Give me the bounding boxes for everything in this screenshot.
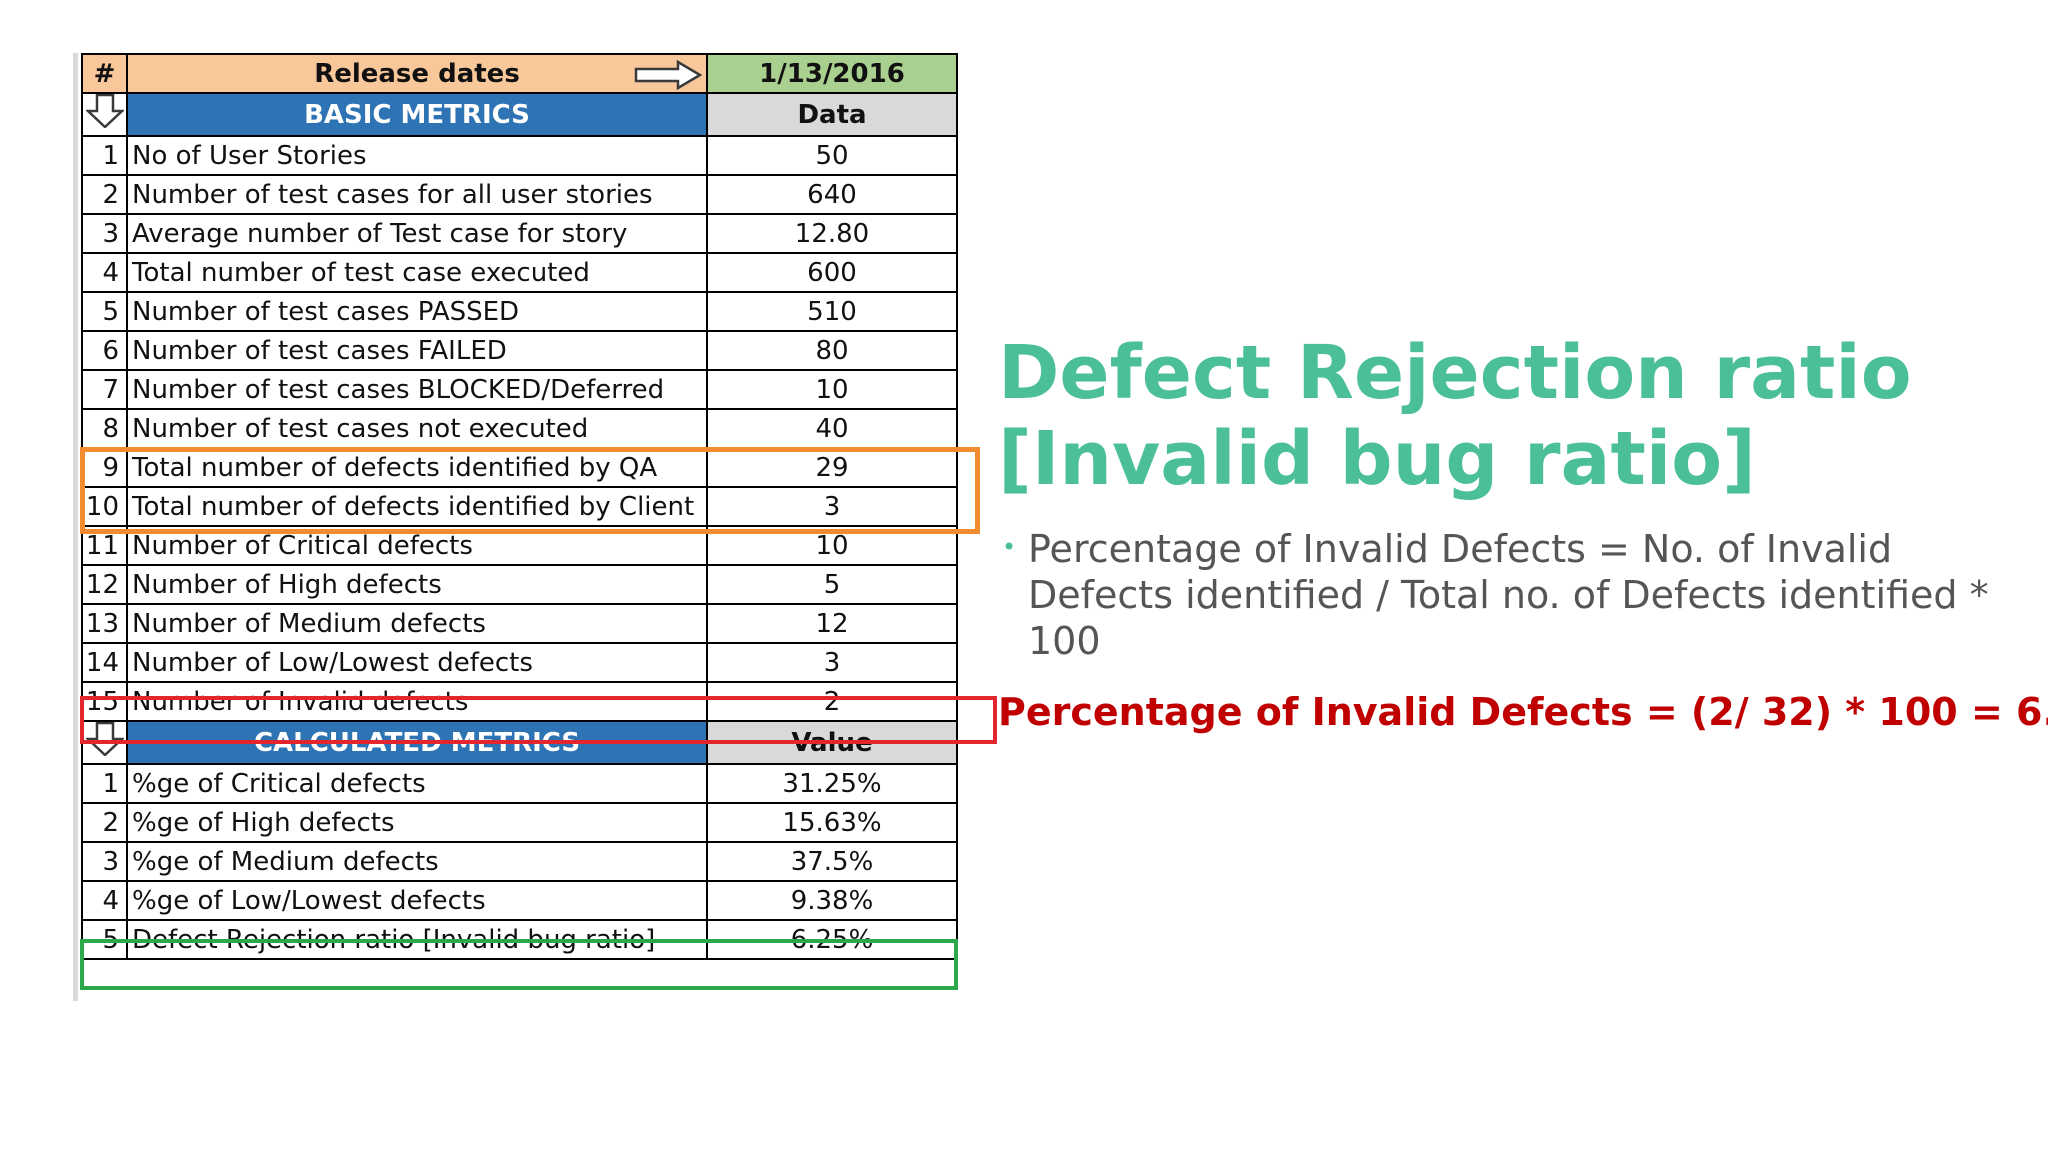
metric-value: 510 <box>706 291 958 332</box>
data-column-header: Data <box>706 92 958 137</box>
metric-value: 31.25% <box>706 763 958 804</box>
metric-label: Total number of test case executed <box>126 252 708 293</box>
metric-label: Number of test cases FAILED <box>126 330 708 371</box>
arrow-down-icon <box>84 95 125 129</box>
metric-label: Average number of Test case for story <box>126 213 708 254</box>
down-arrow-cell <box>81 92 128 137</box>
arrow-down-icon <box>84 723 125 757</box>
row-number: 12 <box>81 564 128 605</box>
metric-value: 50 <box>706 135 958 176</box>
metric-value: 3 <box>706 642 958 683</box>
metric-label: Number of test cases PASSED <box>126 291 708 332</box>
basic-metric-row: 11 Number of Critical defects 10 <box>81 525 958 566</box>
row-number: 2 <box>81 174 128 215</box>
basic-metrics-header-row: BASIC METRICS Data <box>81 92 958 137</box>
metric-value: 80 <box>706 330 958 371</box>
metric-value: 3 <box>706 486 958 527</box>
metric-value: 9.38% <box>706 880 958 921</box>
release-date-value: 1/13/2016 <box>706 53 958 94</box>
row-number: 5 <box>81 291 128 332</box>
release-dates-header: Release dates <box>126 53 708 94</box>
basic-metric-row: 6 Number of test cases FAILED 80 <box>81 330 958 371</box>
hash-header: # <box>81 53 128 94</box>
calculated-metric-row: 1 %ge of Critical defects 31.25% <box>81 763 958 804</box>
row-number: 10 <box>81 486 128 527</box>
slide-title: Defect Rejection ratio [Invalid bug rati… <box>998 330 1912 502</box>
row-number: 1 <box>81 135 128 176</box>
metric-label: Total number of defects identified by QA <box>126 447 708 488</box>
metric-label: %ge of Critical defects <box>126 763 708 804</box>
basic-metric-row: 9 Total number of defects identified by Q… <box>81 447 958 488</box>
row-number: 3 <box>81 213 128 254</box>
metric-value: 12.80 <box>706 213 958 254</box>
metric-label: Number of Low/Lowest defects <box>126 642 708 683</box>
basic-metric-row: 7 Number of test cases BLOCKED/Deferred 10 <box>81 369 958 410</box>
row-number: 2 <box>81 802 128 843</box>
metric-label: Number of test cases not executed <box>126 408 708 449</box>
row-number: 6 <box>81 330 128 371</box>
row-number: 14 <box>81 642 128 683</box>
qa-client-defects-highlight <box>80 447 980 534</box>
metric-value: 2 <box>706 681 958 722</box>
basic-metric-row: 15 Number of Invalid defects 2 <box>81 681 958 722</box>
metric-label: %ge of Medium defects <box>126 841 708 882</box>
metric-value: 600 <box>706 252 958 293</box>
basic-metric-row: 5 Number of test cases PASSED 510 <box>81 291 958 332</box>
metric-label: Number of Medium defects <box>126 603 708 644</box>
basic-metric-row: 10 Total number of defects identified by … <box>81 486 958 527</box>
row-number: 1 <box>81 763 128 804</box>
row-number: 4 <box>81 880 128 921</box>
metric-label: Number of High defects <box>126 564 708 605</box>
metric-label: Number of Invalid defects <box>126 681 708 722</box>
metrics-table: # Release dates 1/13/2016 BASIC METRICS … <box>81 53 958 960</box>
metric-value: 37.5% <box>706 841 958 882</box>
metric-label: Total number of defects identified by Cl… <box>126 486 708 527</box>
metric-value: 5 <box>706 564 958 605</box>
basic-metric-row: 13 Number of Medium defects 12 <box>81 603 958 644</box>
invalid-defects-formula: Percentage of Invalid Defects = (2/ 32) … <box>998 690 2048 734</box>
metric-label: %ge of Low/Lowest defects <box>126 880 708 921</box>
row-number: 13 <box>81 603 128 644</box>
metric-value: 15.63% <box>706 802 958 843</box>
calculated-metric-row: 3 %ge of Medium defects 37.5% <box>81 841 958 882</box>
row-number: 4 <box>81 252 128 293</box>
row-number: 3 <box>81 841 128 882</box>
metric-label: %ge of High defects <box>126 802 708 843</box>
basic-metric-row: 8 Number of test cases not executed 40 <box>81 408 958 449</box>
basic-metrics-title: BASIC METRICS <box>126 92 708 137</box>
basic-metric-row: 2 Number of test cases for all user stori… <box>81 174 958 215</box>
row-number: 7 <box>81 369 128 410</box>
bullet-text: Percentage of Invalid Defects = No. of I… <box>1028 527 1989 663</box>
bullet-point: • Percentage of Invalid Defects = No. of… <box>998 526 2018 664</box>
sheet-left-strip <box>73 53 78 1001</box>
metric-label: No of User Stories <box>126 135 708 176</box>
metric-label: Number of test cases for all user storie… <box>126 174 708 215</box>
basic-metric-row: 4 Total number of test case executed 600 <box>81 252 958 293</box>
basic-metric-row: 12 Number of High defects 5 <box>81 564 958 605</box>
metric-label: Number of test cases BLOCKED/Deferred <box>126 369 708 410</box>
rejection-ratio-highlight <box>80 939 958 990</box>
row-number: 8 <box>81 408 128 449</box>
release-dates-label: Release dates <box>314 58 520 89</box>
arrow-right-icon <box>634 60 702 90</box>
metric-value: 640 <box>706 174 958 215</box>
basic-metric-row: 3 Average number of Test case for story 12… <box>81 213 958 254</box>
invalid-defects-highlight <box>80 696 997 744</box>
basic-metric-row: 14 Number of Low/Lowest defects 3 <box>81 642 958 683</box>
release-header-row: # Release dates 1/13/2016 <box>81 53 958 94</box>
metric-value: 10 <box>706 369 958 410</box>
metric-value: 40 <box>706 408 958 449</box>
bullet-dot-icon: • <box>1002 533 1017 561</box>
metric-value: 12 <box>706 603 958 644</box>
calculated-metric-row: 2 %ge of High defects 15.63% <box>81 802 958 843</box>
calculated-metric-row: 4 %ge of Low/Lowest defects 9.38% <box>81 880 958 921</box>
basic-metric-row: 1 No of User Stories 50 <box>81 135 958 176</box>
